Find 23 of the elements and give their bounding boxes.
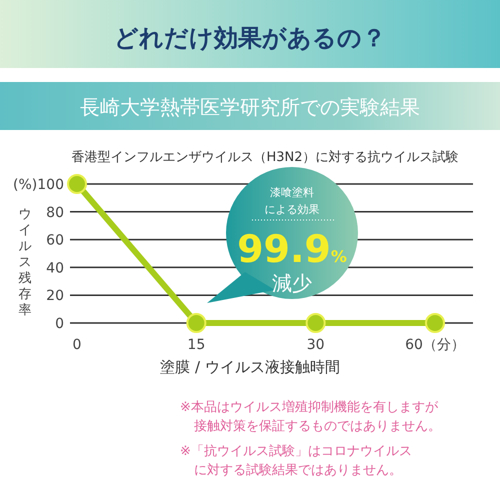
annotation: 減少 (272, 271, 312, 295)
y-tick-label: 80 (46, 204, 64, 221)
chart-title: どれだけ効果があるの？ (114, 24, 386, 52)
y-tick-label: 60 (46, 232, 64, 249)
y-axis-title: ウイルス残存率 (18, 207, 32, 318)
x-axis-title: 塗膜 / ウイルス液接触時間 (160, 358, 340, 376)
x-tick-label: 15 (187, 337, 206, 353)
annotation: 99.9% (237, 227, 347, 271)
x-tick-label: 30 (306, 337, 325, 353)
y-tick-label: 20 (46, 288, 64, 304)
text: ※「抗ウイルス試験」はコロナウイルス (180, 444, 412, 459)
text: に対する試験結果ではありません。 (194, 462, 402, 478)
text: ※本品はウイルス増殖抑制機能を有しますが (180, 399, 439, 415)
y-tick-label: 40 (46, 260, 64, 276)
x-tick-label: 0 (72, 337, 82, 353)
text: 接触対策を保証するものではありません。 (194, 418, 441, 434)
x-tick-label: 60（分） (405, 337, 465, 353)
text: 香港型インフルエンザウイルス（H3N2）に対する抗ウイルス試験 (71, 149, 459, 165)
y-tick-label: 0 (55, 316, 64, 332)
y-tick-label: (%)100 (13, 177, 64, 193)
annotation: による効果 (264, 203, 320, 216)
annotation: 漆喰塗料 (270, 186, 314, 199)
chart-subtitle: 長崎大学熱帯医学研究所での実験結果 (80, 95, 420, 119)
